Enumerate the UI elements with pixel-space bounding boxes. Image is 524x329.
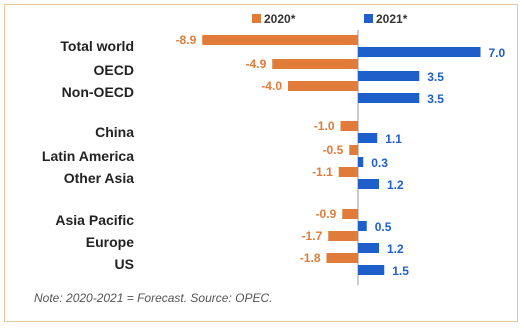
- category-label-oecd: OECD: [94, 62, 134, 78]
- bar-2021-total-world: [358, 47, 481, 57]
- bar-2021-latin-america: [358, 157, 364, 167]
- bar-2020-other-asia: [338, 167, 358, 177]
- bar-2020-non-oecd: [288, 81, 358, 91]
- bar-2020-latin-america: [349, 145, 358, 155]
- value-label-2021-us: 1.5: [392, 264, 409, 278]
- value-label-2020-europe: -1.7: [302, 229, 323, 243]
- value-label-2020-china: -1.0: [314, 119, 335, 133]
- category-label-asia-pacific: Asia Pacific: [55, 212, 134, 228]
- source-note: Note: 2020-2021 = Forecast. Source: OPEC…: [34, 291, 272, 305]
- bar-2020-europe: [328, 231, 358, 241]
- value-label-2020-non-oecd: -4.0: [261, 79, 282, 93]
- legend-swatch-2020: [252, 14, 261, 23]
- value-label-2021-other-asia: 1.2: [387, 178, 404, 192]
- legend-label-2021: 2021*: [376, 12, 408, 26]
- value-label-2021-asia-pacific: 0.5: [375, 220, 392, 234]
- value-label-2021-latin-america: 0.3: [371, 156, 388, 170]
- value-label-2020-latin-america: -0.5: [323, 143, 344, 157]
- value-label-2021-europe: 1.2: [387, 242, 404, 256]
- value-label-2021-total-world: 7.0: [489, 46, 506, 60]
- bar-2020-oecd: [272, 59, 358, 69]
- bar-2021-oecd: [358, 71, 420, 81]
- category-label-china: China: [95, 124, 134, 140]
- category-label-us: US: [115, 256, 134, 272]
- value-label-2020-asia-pacific: -0.9: [316, 207, 337, 221]
- category-label-europe: Europe: [86, 234, 134, 250]
- bar-2021-non-oecd: [358, 93, 420, 103]
- bar-2021-china: [358, 133, 378, 143]
- value-label-2021-oecd: 3.5: [427, 70, 444, 84]
- category-label-other-asia: Other Asia: [64, 170, 134, 186]
- value-label-2021-non-oecd: 3.5: [427, 92, 444, 106]
- bar-2021-asia-pacific: [358, 221, 367, 231]
- chart-frame: [4, 4, 518, 322]
- bar-2020-asia-pacific: [342, 209, 358, 219]
- value-label-2020-total-world: -8.9: [176, 33, 197, 47]
- value-label-2021-china: 1.1: [385, 132, 402, 146]
- bar-2021-us: [358, 265, 385, 275]
- bar-2020-china: [340, 121, 358, 131]
- bar-2020-total-world: [202, 35, 358, 45]
- legend-swatch-2021: [364, 14, 373, 23]
- value-label-2020-oecd: -4.9: [246, 57, 267, 71]
- bar-2021-europe: [358, 243, 379, 253]
- category-label-non-oecd: Non-OECD: [62, 84, 134, 100]
- legend-label-2020: 2020*: [264, 12, 296, 26]
- value-label-2020-other-asia: -1.1: [312, 165, 333, 179]
- category-label-latin-america: Latin America: [42, 148, 134, 164]
- category-label-total-world: Total world: [60, 38, 134, 54]
- value-label-2020-us: -1.8: [300, 251, 321, 265]
- bar-2020-us: [326, 253, 358, 263]
- bar-2021-other-asia: [358, 179, 379, 189]
